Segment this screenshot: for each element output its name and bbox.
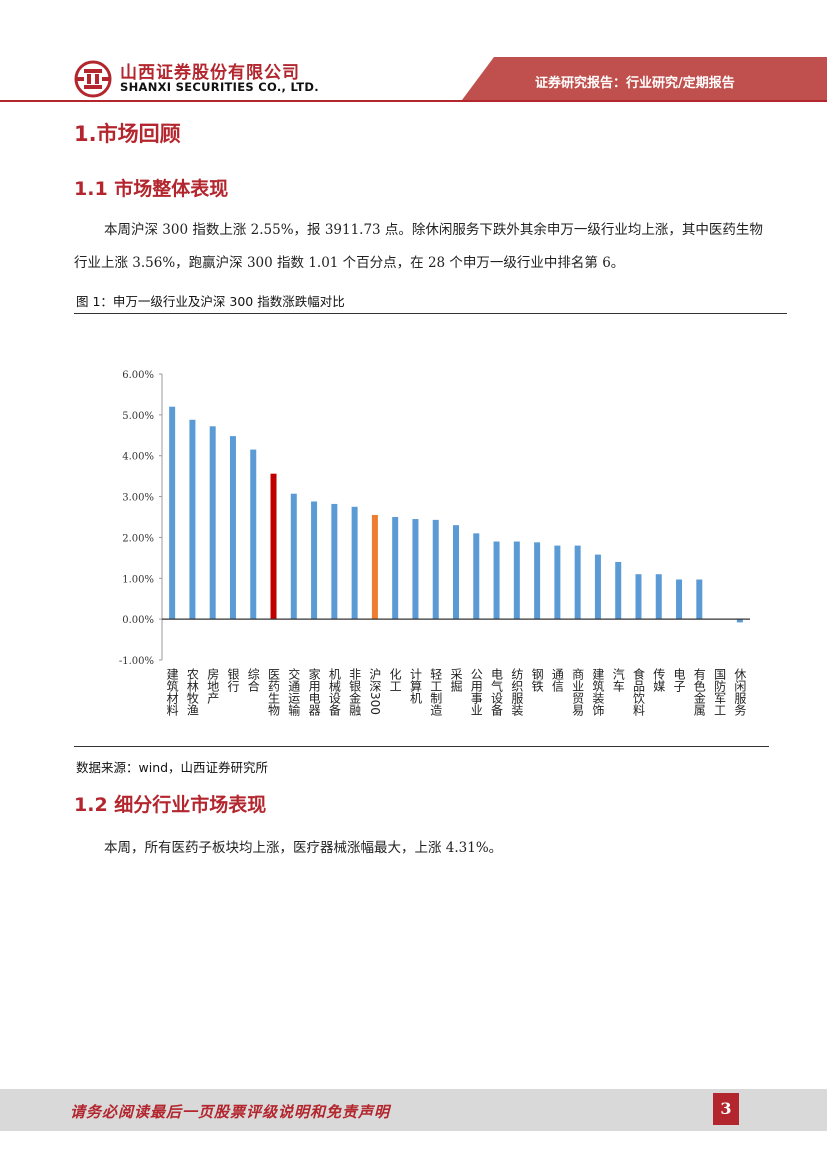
category-label: 银行 <box>226 668 240 692</box>
bar-汽车 <box>615 561 622 620</box>
segment-performance-paragraph: 本周，所有医药子板块均上涨，医疗器械涨幅最大，上涨 4.31%。 <box>104 840 503 856</box>
y-tick-label: 5.00% <box>122 411 154 422</box>
bar-家用电器 <box>311 501 318 620</box>
bar-农林牧渔 <box>189 419 196 620</box>
bar-建筑材料 <box>169 406 176 620</box>
bar-轻工制造 <box>432 519 439 620</box>
section-title-overall-performance: 1.1 市场整体表现 <box>74 178 229 200</box>
page-header: 山西证券股份有限公司 SHANXI SECURITIES CO., LTD. 证… <box>0 0 827 110</box>
category-label: 化工 <box>388 668 402 692</box>
category-label: 商业贸易 <box>571 667 585 717</box>
y-tick-label: 4.00% <box>122 452 154 463</box>
category-label: 纺织服装 <box>510 668 524 717</box>
category-label: 传媒 <box>652 667 666 692</box>
category-label: 通信 <box>550 668 564 693</box>
category-label: 机械设备 <box>327 668 341 717</box>
header-banner <box>462 57 827 100</box>
bar-综合 <box>250 449 257 620</box>
category-label: 房地产 <box>206 667 220 705</box>
category-label: 公用事业 <box>469 668 483 716</box>
bar-化工 <box>392 517 399 620</box>
company-name-en: SHANXI SECURITIES CO., LTD. <box>120 80 319 94</box>
category-label: 国防军工 <box>713 668 727 716</box>
bar-计算机 <box>412 519 419 620</box>
bar-电子 <box>676 579 683 620</box>
bar-医药生物 <box>270 473 277 620</box>
category-label: 综合 <box>246 668 260 692</box>
bar-商业贸易 <box>574 545 581 620</box>
bar-建筑装饰 <box>594 554 601 620</box>
bar-沪深300 <box>371 514 378 620</box>
bar-交通运输 <box>290 493 297 620</box>
y-tick-label: 6.00% <box>122 370 154 381</box>
category-label: 采掘 <box>449 668 463 693</box>
section-title-market-review: 1.市场回顾 <box>74 122 181 146</box>
bar-采掘 <box>453 525 459 620</box>
category-label: 医药生物 <box>267 668 281 716</box>
category-label: 钢铁 <box>530 668 544 692</box>
figure-bottom-divider <box>74 746 769 747</box>
category-label: 汽车 <box>611 667 625 693</box>
y-tick-label: 3.00% <box>122 493 154 504</box>
figure-caption: 图 1：申万一级行业及沪深 300 指数涨跌幅对比 <box>76 294 345 309</box>
bar-钢铁 <box>534 542 541 620</box>
bar-通信 <box>554 545 561 620</box>
category-label: 电子 <box>672 668 686 692</box>
category-label: 农林牧渔 <box>185 668 199 716</box>
y-tick-label: 2.00% <box>122 533 154 544</box>
category-label: 沪深300 <box>368 668 382 715</box>
bar-电气设备 <box>493 541 500 620</box>
category-label: 计算机 <box>408 668 422 704</box>
bar-机械设备 <box>331 503 338 620</box>
y-tick-label: -1.00% <box>119 656 154 667</box>
bar-传媒 <box>655 574 662 620</box>
category-label: 食品饮料 <box>631 667 645 716</box>
industry-change-bar-chart: -1.00% 0.00% 1.00% 2.00% 3.00% 4.00% 5.00% 6.00… <box>119 370 750 717</box>
disclaimer-notice: 请务必阅读最后一页股票评级说明和免责声明 <box>70 1103 391 1121</box>
category-label: 建筑装饰 <box>591 668 605 716</box>
company-logo-icon <box>74 60 112 98</box>
overall-performance-paragraph: 本周沪深 300 指数上涨 2.55%，报 3911.73 点。除休闲服务下跌外… <box>74 222 763 271</box>
page-footer <box>0 1089 827 1131</box>
category-label: 建筑材料 <box>165 668 179 716</box>
y-tick-label: 0.00% <box>122 615 154 626</box>
category-label: 非银金融 <box>348 668 362 717</box>
category-label: 电气设备 <box>490 668 504 717</box>
bar-房地产 <box>209 426 216 620</box>
bar-非银金融 <box>351 506 358 620</box>
header-divider <box>0 100 827 102</box>
category-label: 交通运输 <box>287 667 301 717</box>
figure-source: 数据来源：wind，山西证券研究所 <box>76 760 269 775</box>
bar-有色金属 <box>696 579 703 620</box>
bar-休闲服务 <box>736 619 743 623</box>
page-number: 3 <box>713 1093 739 1125</box>
category-label: 轻工制造 <box>429 668 443 716</box>
bar-纺织服装 <box>513 541 520 620</box>
category-label: 家用电器 <box>307 667 321 717</box>
report-type-label: 证券研究报告：行业研究/定期报告 <box>535 76 735 91</box>
company-name-cn: 山西证券股份有限公司 <box>120 63 300 83</box>
category-label: 休闲服务 <box>733 668 747 716</box>
section-title-segment-performance: 1.2 细分行业市场表现 <box>74 794 267 816</box>
category-label: 有色金属 <box>692 668 706 717</box>
bar-公用事业 <box>473 533 480 620</box>
bar-银行 <box>229 436 236 620</box>
figure-top-divider <box>74 313 787 314</box>
y-tick-label: 1.00% <box>122 574 154 585</box>
bar-食品饮料 <box>635 574 642 620</box>
